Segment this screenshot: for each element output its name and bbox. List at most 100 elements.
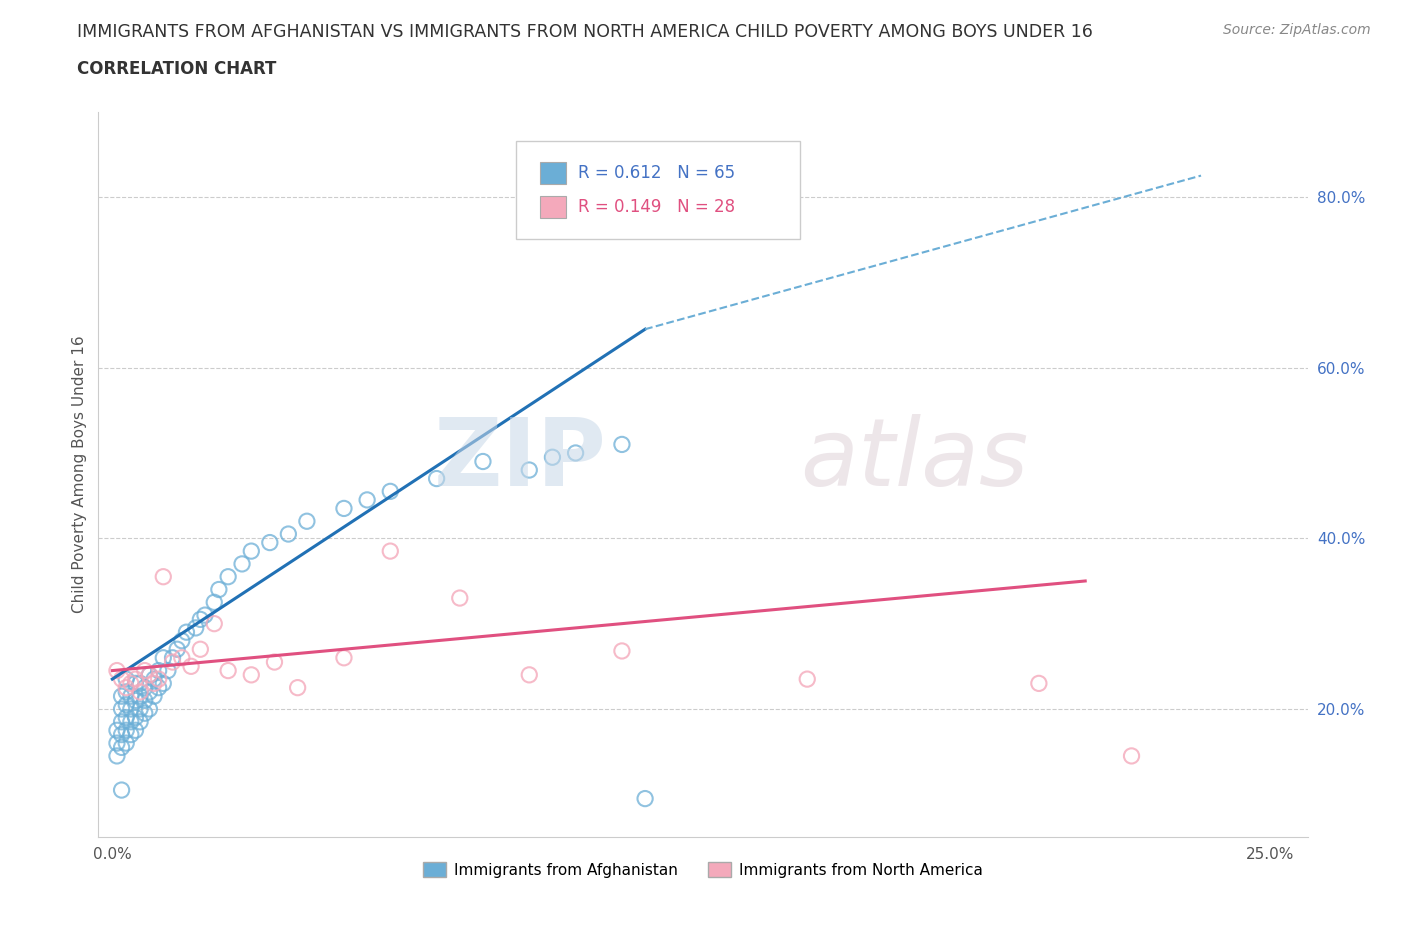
- Text: CORRELATION CHART: CORRELATION CHART: [77, 60, 277, 78]
- Point: [138, 701, 160, 716]
- Point: [124, 693, 146, 708]
- Point: [115, 680, 138, 695]
- Point: [184, 620, 207, 635]
- Point: [188, 612, 211, 627]
- Point: [188, 642, 211, 657]
- Point: [134, 680, 156, 695]
- Point: [610, 437, 633, 452]
- Point: [259, 535, 281, 550]
- Point: [170, 633, 193, 648]
- Point: [105, 736, 128, 751]
- Point: [263, 655, 285, 670]
- Y-axis label: Child Poverty Among Boys Under 16: Child Poverty Among Boys Under 16: [72, 336, 87, 613]
- Point: [162, 655, 184, 670]
- Point: [120, 676, 142, 691]
- Point: [129, 714, 152, 729]
- Point: [138, 684, 160, 699]
- Point: [333, 501, 356, 516]
- Point: [129, 684, 152, 699]
- Point: [202, 617, 225, 631]
- Point: [231, 556, 253, 571]
- Point: [162, 650, 184, 665]
- Point: [110, 701, 132, 716]
- Point: [152, 569, 174, 584]
- Point: [143, 676, 166, 691]
- Point: [105, 749, 128, 764]
- Point: [138, 668, 160, 683]
- Point: [124, 676, 146, 691]
- Point: [194, 607, 217, 622]
- Point: [634, 791, 657, 806]
- Point: [541, 450, 564, 465]
- Point: [176, 625, 198, 640]
- Point: [152, 650, 174, 665]
- Point: [471, 454, 494, 469]
- FancyBboxPatch shape: [540, 196, 567, 219]
- Text: ZIP: ZIP: [433, 414, 606, 506]
- Point: [110, 783, 132, 798]
- Point: [240, 668, 263, 683]
- Point: [426, 472, 449, 486]
- Point: [287, 680, 309, 695]
- Point: [115, 736, 138, 751]
- Point: [148, 680, 170, 695]
- Point: [148, 671, 170, 686]
- Point: [110, 740, 132, 755]
- Point: [110, 727, 132, 742]
- Point: [143, 689, 166, 704]
- Text: R = 0.612   N = 65: R = 0.612 N = 65: [578, 165, 735, 182]
- Point: [333, 650, 356, 665]
- Point: [129, 676, 152, 691]
- Point: [138, 668, 160, 683]
- Point: [115, 671, 138, 686]
- Point: [152, 676, 174, 691]
- Point: [148, 663, 170, 678]
- Point: [115, 698, 138, 712]
- Point: [124, 711, 146, 725]
- Point: [796, 671, 818, 686]
- Point: [120, 689, 142, 704]
- Point: [120, 701, 142, 716]
- Point: [517, 668, 540, 683]
- Point: [105, 723, 128, 737]
- Point: [1121, 749, 1143, 764]
- Text: atlas: atlas: [800, 414, 1028, 505]
- FancyBboxPatch shape: [516, 140, 800, 239]
- Text: Source: ZipAtlas.com: Source: ZipAtlas.com: [1223, 23, 1371, 37]
- Point: [277, 526, 299, 541]
- FancyBboxPatch shape: [540, 163, 567, 184]
- Point: [115, 711, 138, 725]
- Point: [202, 595, 225, 610]
- Point: [115, 684, 138, 699]
- Point: [217, 569, 239, 584]
- Point: [134, 663, 156, 678]
- Point: [166, 642, 188, 657]
- Point: [120, 727, 142, 742]
- Point: [240, 544, 263, 559]
- Point: [217, 663, 239, 678]
- Point: [110, 714, 132, 729]
- Point: [124, 671, 146, 686]
- Point: [110, 689, 132, 704]
- Point: [380, 484, 402, 498]
- Text: R = 0.149   N = 28: R = 0.149 N = 28: [578, 198, 735, 217]
- Point: [120, 714, 142, 729]
- Point: [143, 671, 166, 686]
- Point: [170, 650, 193, 665]
- Point: [124, 723, 146, 737]
- Point: [180, 658, 202, 673]
- Point: [105, 663, 128, 678]
- Point: [156, 663, 179, 678]
- Point: [564, 445, 586, 460]
- Legend: Immigrants from Afghanistan, Immigrants from North America: Immigrants from Afghanistan, Immigrants …: [418, 856, 988, 884]
- Point: [449, 591, 471, 605]
- Point: [134, 693, 156, 708]
- Point: [1028, 676, 1050, 691]
- Point: [517, 462, 540, 477]
- Point: [134, 706, 156, 721]
- Text: IMMIGRANTS FROM AFGHANISTAN VS IMMIGRANTS FROM NORTH AMERICA CHILD POVERTY AMONG: IMMIGRANTS FROM AFGHANISTAN VS IMMIGRANT…: [77, 23, 1094, 41]
- Point: [115, 723, 138, 737]
- Point: [208, 582, 231, 597]
- Point: [129, 689, 152, 704]
- Point: [295, 513, 318, 528]
